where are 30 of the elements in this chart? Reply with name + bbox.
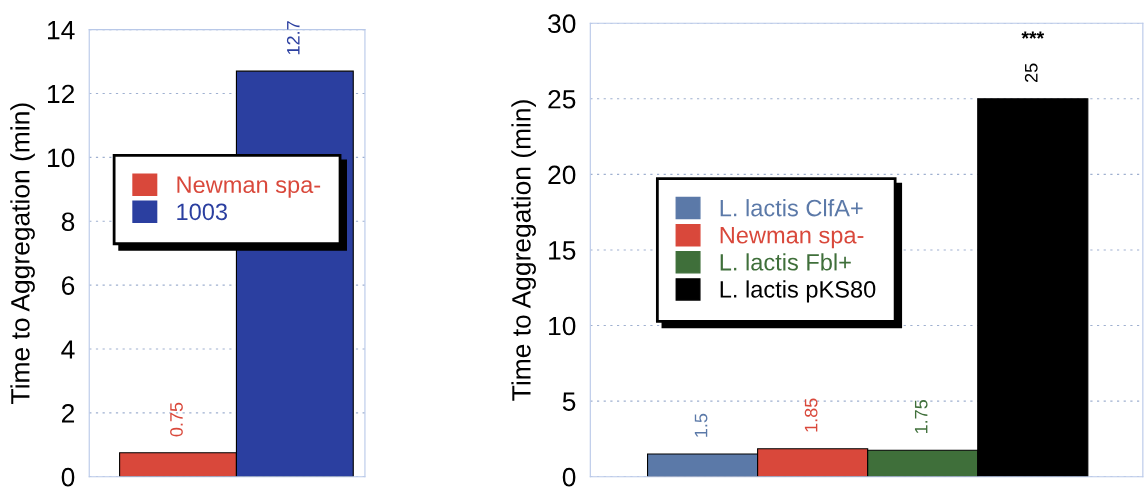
y-tick-label: 10 bbox=[48, 148, 75, 168]
y-tick-label: 20 bbox=[548, 165, 576, 185]
annotation: *** bbox=[1021, 31, 1045, 39]
data-label: 12.7 bbox=[286, 21, 300, 55]
y-tick-label: 0 bbox=[61, 467, 75, 487]
legend-label: L. lactis ClfA+ bbox=[720, 199, 863, 217]
y-tick-label: 10 bbox=[549, 316, 576, 336]
y-tick-label: 2 bbox=[62, 403, 75, 423]
y-axis-title: Time to Aggregation (min) bbox=[511, 100, 536, 401]
y-tick-label: 14 bbox=[48, 21, 75, 40]
data-label: 0.75 bbox=[170, 402, 183, 437]
legend-label: 1003 bbox=[177, 203, 227, 221]
y-tick-label: 12 bbox=[48, 84, 75, 104]
legend-label: L. lactis pKS80 bbox=[720, 280, 876, 303]
y-tick-label: 8 bbox=[61, 212, 75, 232]
data-label: 1.85 bbox=[804, 398, 818, 432]
legend-label: Newman spa- bbox=[177, 176, 321, 198]
y-tick-label: 30 bbox=[548, 14, 576, 34]
data-label: 25 bbox=[1024, 63, 1038, 83]
legend-label: L. lactis Fbl+ bbox=[720, 253, 851, 271]
legend-label: Newman spa- bbox=[720, 227, 864, 249]
y-tick-label: 4 bbox=[61, 340, 75, 359]
y-axis-title: Time to Aggregation (min) bbox=[10, 103, 35, 404]
y-tick-label: 5 bbox=[562, 392, 576, 411]
y-tick-label: 0 bbox=[562, 467, 576, 487]
y-tick-label: 15 bbox=[549, 241, 576, 260]
data-label: 1.5 bbox=[694, 413, 708, 437]
y-tick-label: 25 bbox=[548, 89, 576, 109]
data-label: 1.75 bbox=[914, 400, 928, 434]
y-tick-label: 6 bbox=[62, 276, 75, 295]
